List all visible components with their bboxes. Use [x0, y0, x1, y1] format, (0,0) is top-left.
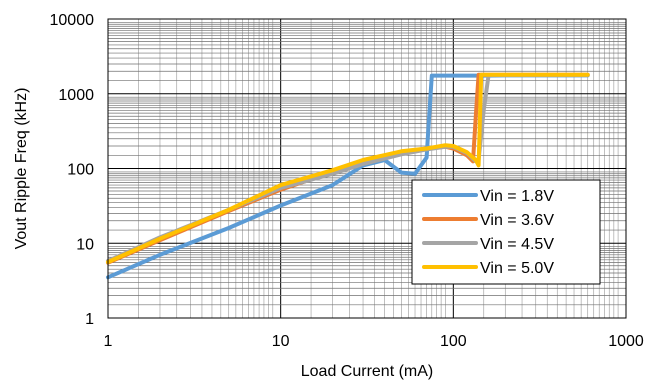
plot-area-frame	[107, 18, 627, 319]
legend: Vin = 1.8V Vin = 3.6V Vin = 4.5V Vin = 5.0V	[411, 179, 601, 285]
y-tick-label: 10	[76, 236, 94, 253]
x-tick-label: 100	[440, 333, 467, 350]
x-tick-label: 10	[272, 333, 290, 350]
legend-label-1: Vin = 1.8V	[480, 188, 554, 205]
x-axis-title: Load Current (mA)	[301, 363, 434, 380]
y-tick-label: 1000	[58, 87, 94, 104]
tick-labels: 1 10 100 1000 1 10 100 1000 10000	[50, 12, 644, 350]
x-tick-label: 1000	[608, 333, 644, 350]
legend-label-4: Vin = 5.0V	[480, 260, 554, 277]
series-line-4	[106, 72, 590, 265]
y-tick-label: 10000	[50, 12, 95, 29]
y-tick-label: 1	[85, 311, 94, 328]
legend-label-3: Vin = 4.5V	[480, 236, 554, 253]
y-axis-title: Vout Ripple Freq (kHz)	[13, 88, 30, 250]
y-tick-label: 100	[67, 162, 94, 179]
legend-label-2: Vin = 3.6V	[480, 212, 554, 229]
series-lines	[106, 72, 590, 280]
x-tick-label: 1	[104, 333, 113, 350]
